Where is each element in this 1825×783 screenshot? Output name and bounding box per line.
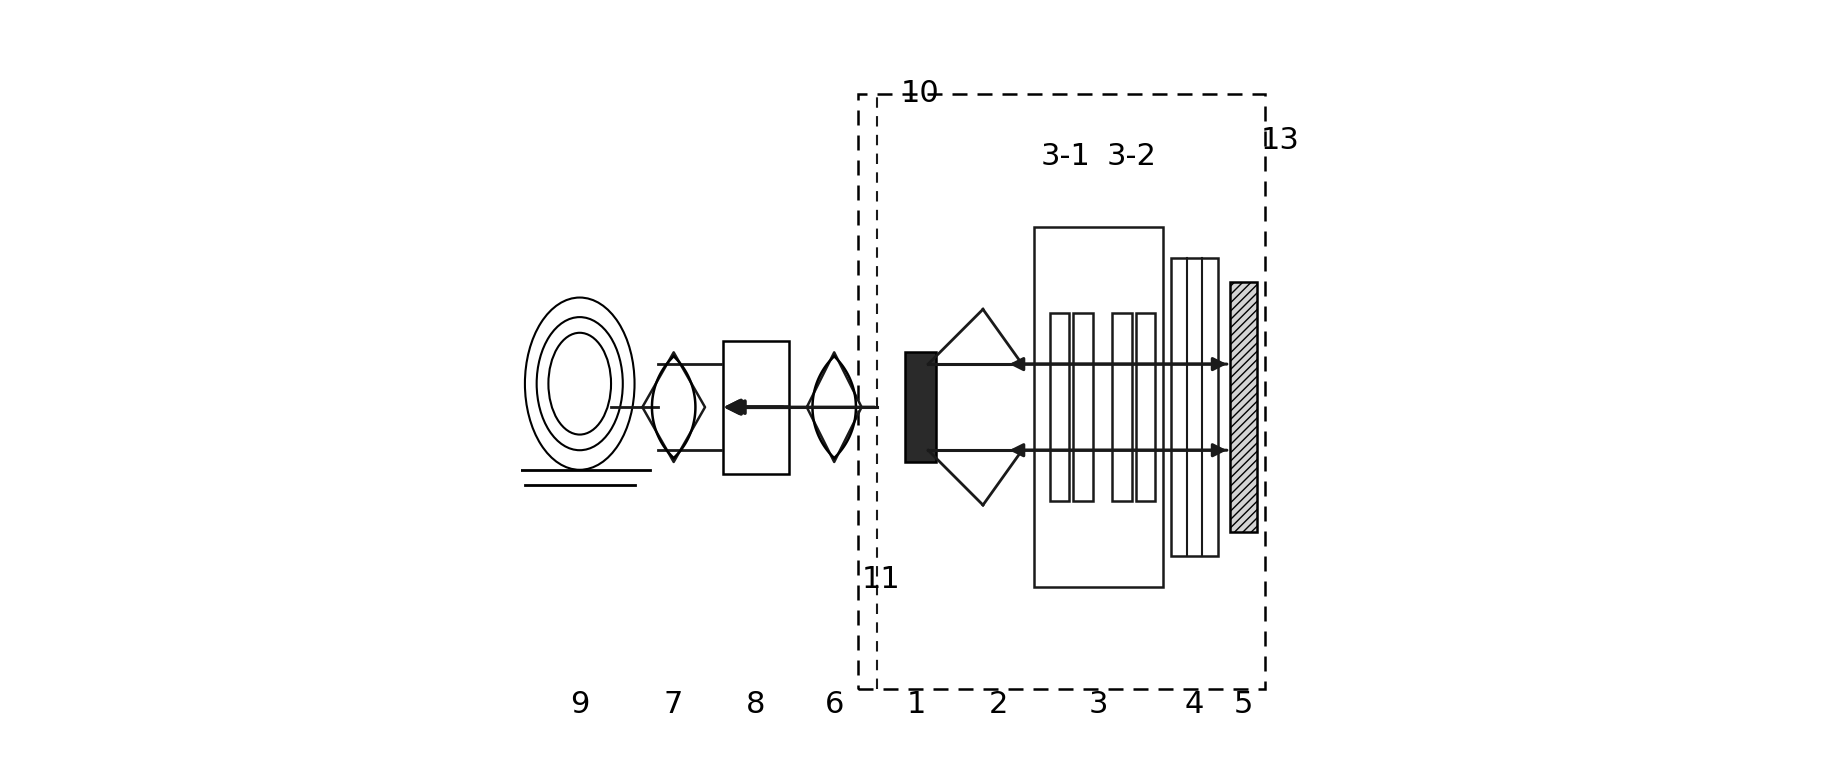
Text: 11: 11: [861, 565, 900, 594]
Text: 10: 10: [902, 79, 940, 109]
Text: 8: 8: [746, 690, 766, 720]
Bar: [1135, 313, 1155, 501]
Text: 3-2: 3-2: [1106, 142, 1157, 171]
Text: 2: 2: [989, 690, 1009, 720]
Bar: [1049, 313, 1069, 501]
Text: 3-1: 3-1: [1040, 142, 1090, 171]
Bar: [1111, 313, 1132, 501]
Text: 4: 4: [1184, 690, 1204, 720]
Text: 5: 5: [1234, 690, 1254, 720]
Text: 13: 13: [1261, 126, 1299, 156]
Text: 9: 9: [569, 690, 589, 720]
Bar: [905, 352, 936, 462]
Bar: [1172, 258, 1217, 556]
Text: 7: 7: [664, 690, 683, 720]
Text: 3: 3: [1088, 690, 1108, 720]
Bar: [1073, 313, 1093, 501]
Text: 6: 6: [825, 690, 843, 720]
Bar: [1230, 282, 1257, 532]
Bar: [858, 94, 1265, 689]
Bar: [1035, 227, 1163, 587]
Bar: [723, 341, 788, 474]
Text: 1: 1: [907, 690, 925, 720]
